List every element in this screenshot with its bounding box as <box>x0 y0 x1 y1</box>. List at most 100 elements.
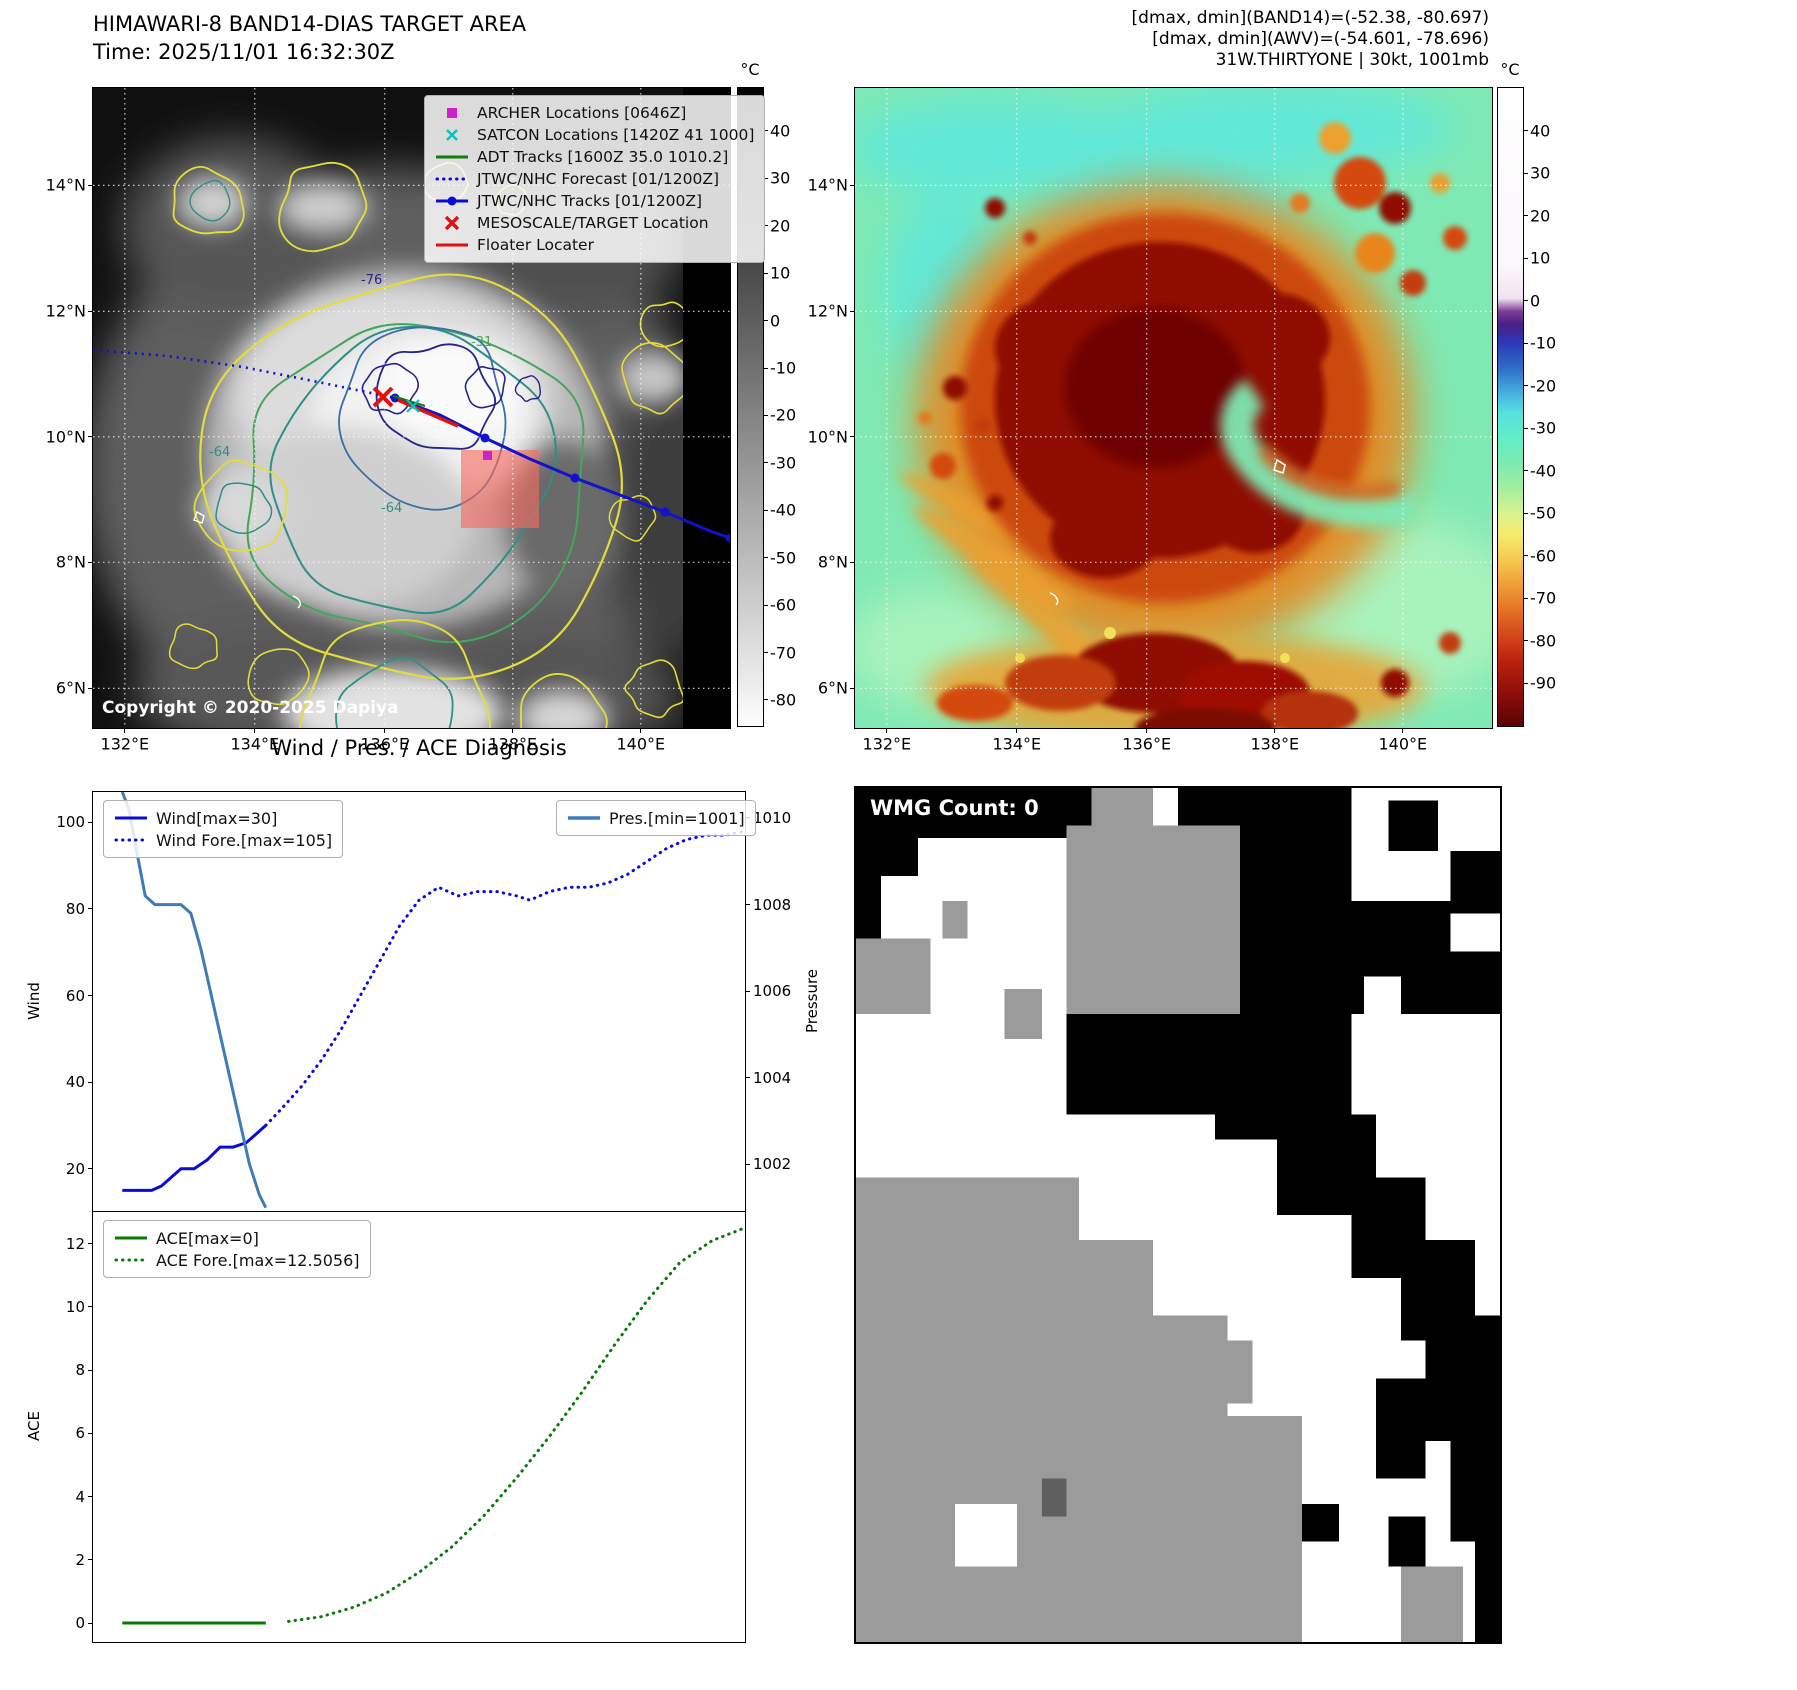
axis-tick-label: 14°N <box>807 175 848 195</box>
axis-tick-label: 20 <box>770 216 791 236</box>
legend-item: Wind Fore.[max=105] <box>114 829 332 851</box>
axis-tick-label: -80 <box>1530 631 1557 651</box>
axis-tick-label: 60 <box>65 986 85 1005</box>
axis-tick-mark <box>1524 640 1528 642</box>
axis-tick-label: 14°N <box>45 175 86 195</box>
legend-item: Pres.[min=1001] <box>567 807 745 829</box>
legend-marker-icon <box>446 129 458 141</box>
axis-tick-mark <box>1524 597 1528 599</box>
axis-tick-label: 20 <box>1530 206 1551 226</box>
tl-legend: ARCHER Locations [0646Z] SATCON Locations… <box>424 95 766 263</box>
copyright-text: Copyright © 2020-2025 Dapiya <box>102 698 399 718</box>
legend-item: ARCHER Locations [0646Z] <box>435 102 754 124</box>
axis-tick-label: 140°E <box>1378 734 1428 754</box>
axis-tick-label: 132°E <box>100 734 150 754</box>
legend-item-label: ACE Fore.[max=12.5056] <box>156 1250 360 1270</box>
tl-title-block: HIMAWARI-8 BAND14-DIAS TARGET AREA Time:… <box>93 10 526 66</box>
axis-tick-label: 1010 <box>753 808 792 827</box>
axis-tick-mark <box>764 320 768 322</box>
axis-tick-mark <box>1524 257 1528 259</box>
axis-tick-label: -90 <box>1530 673 1557 693</box>
diagnosis-title: Wind / Pres. / ACE Diagnosis <box>271 736 567 760</box>
axis-tick-mark <box>764 699 768 701</box>
legend-item-label: Wind[max=30] <box>156 808 278 828</box>
series-ace-fore-max-12-5056- <box>287 1226 745 1623</box>
legend-item-label: Pres.[min=1001] <box>609 808 745 828</box>
axis-tick-mark <box>764 509 768 511</box>
axis-tick-mark <box>1524 555 1528 557</box>
legend-item-label: JTWC/NHC Tracks [01/1200Z] <box>477 192 703 210</box>
svg-text:-64: -64 <box>381 501 402 516</box>
tr-header-line-2: [dmax, dmin](AWV)=(-54.601, -78.696) <box>1152 29 1489 49</box>
axis-tick-label: 1008 <box>753 895 792 914</box>
axis-tick-label: 8°N <box>55 552 86 572</box>
axis-tick-label: 10 <box>65 1297 85 1316</box>
tr-map-svg <box>845 83 1525 748</box>
tl-coastlines <box>193 510 301 609</box>
axis-tick-label: -80 <box>770 690 797 710</box>
wmg-canvas <box>856 788 1500 1642</box>
tr-colorbar <box>1497 87 1524 727</box>
axis-tick-mark <box>764 604 768 606</box>
axis-tick-mark <box>1524 130 1528 132</box>
axis-tick-label: 10°N <box>807 427 848 447</box>
axis-tick-mark <box>1524 470 1528 472</box>
axis-tick-label: 1004 <box>753 1068 792 1087</box>
legend-item: Wind[max=30] <box>114 807 332 829</box>
tr-header-line-3: 31W.THIRTYONE | 30kt, 1001mb <box>1215 50 1489 70</box>
axis-tick-mark <box>1524 215 1528 217</box>
legend-marker-icon <box>115 816 147 820</box>
axis-tick-label: 80 <box>65 899 85 918</box>
axis-tick-label: 12°N <box>45 301 86 321</box>
legend-marker-icon <box>436 155 468 159</box>
axis-tick-mark <box>1524 427 1528 429</box>
axis-tick-label: -70 <box>1530 588 1557 608</box>
axis-tick-mark <box>764 652 768 654</box>
axis-tick-label: 10 <box>770 263 791 283</box>
tr-panel <box>845 83 1525 748</box>
axis-tick-mark <box>764 272 768 274</box>
ace-chart <box>92 1211 746 1643</box>
series-pres-min-1001- <box>120 792 268 1209</box>
axis-tick-label: 138°E <box>1250 734 1300 754</box>
series-wind-max-30- <box>122 1124 267 1192</box>
axis-tick-label: -30 <box>1530 418 1557 438</box>
tl-title: HIMAWARI-8 BAND14-DIAS TARGET AREA <box>93 12 527 36</box>
axis-tick-label: -30 <box>770 453 797 473</box>
wind-axis-label: Wind <box>25 982 43 1020</box>
legend-item-label: MESOSCALE/TARGET Location <box>477 214 709 232</box>
tl-colorbar-unit: °C <box>740 60 760 79</box>
axis-tick-mark <box>1524 172 1528 174</box>
axis-tick-mark <box>764 462 768 464</box>
axis-tick-label: 136°E <box>1122 734 1172 754</box>
axis-tick-mark <box>1524 385 1528 387</box>
floater-locater-line <box>397 398 459 428</box>
ace-legend: ACE[max=0] ACE Fore.[max=12.5056] <box>103 1220 371 1278</box>
mesoscale-target-box <box>461 450 539 528</box>
legend-marker-icon <box>114 1258 148 1262</box>
axis-tick-label: 40 <box>65 1073 85 1092</box>
legend-marker-icon <box>568 816 600 820</box>
axis-tick-label: 1002 <box>753 1155 792 1174</box>
axis-tick-mark <box>764 557 768 559</box>
legend-marker-icon <box>447 108 457 118</box>
tr-west-specks <box>918 198 1037 511</box>
tr-northeast-cluster <box>1290 122 1467 296</box>
tr-storm <box>898 183 1418 691</box>
axis-tick-label: -70 <box>770 643 797 663</box>
axis-tick-label: 0 <box>1530 291 1541 311</box>
svg-text:-31: -31 <box>471 335 492 350</box>
legend-item: JTWC/NHC Tracks [01/1200Z] <box>435 190 754 212</box>
legend-item: Floater Locater <box>435 234 754 256</box>
axis-tick-label: 4 <box>75 1487 85 1506</box>
legend-marker-icon <box>114 838 148 842</box>
archer-square-icon <box>483 451 492 460</box>
series-wind-fore-max-105- <box>264 829 745 1127</box>
axis-tick-label: -50 <box>1530 503 1557 523</box>
axis-tick-label: 100 <box>56 813 85 832</box>
pressure-legend: Pres.[min=1001] <box>556 800 756 836</box>
tr-spiral-slot <box>1220 378 1418 528</box>
axis-tick-label: 8 <box>75 1361 85 1380</box>
mesoscale-target-x-icon <box>372 386 394 408</box>
legend-item: MESOSCALE/TARGET Location <box>435 212 754 234</box>
